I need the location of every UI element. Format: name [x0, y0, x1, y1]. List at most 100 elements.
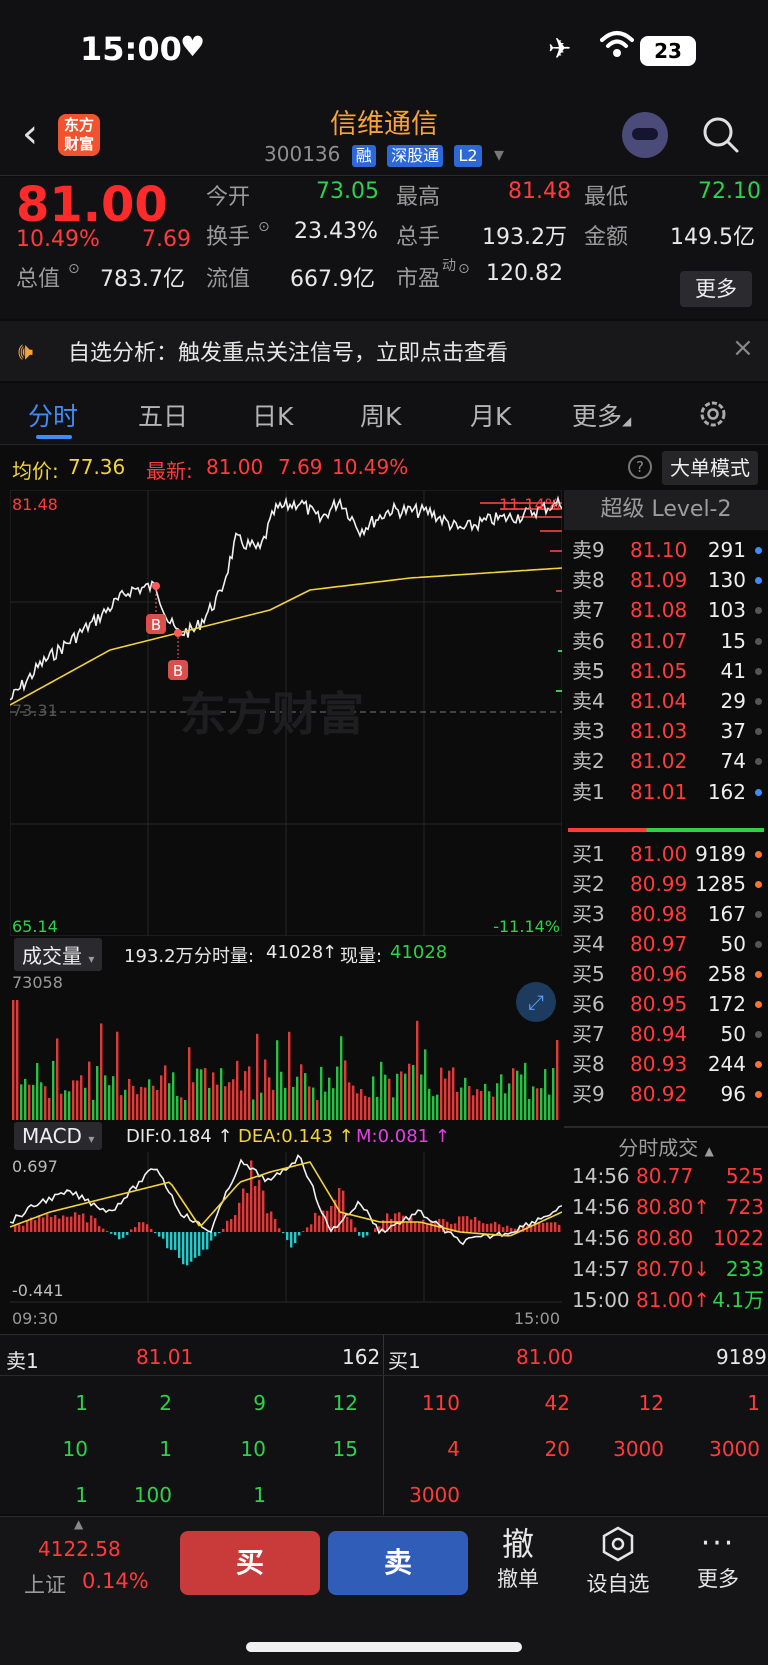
level-volume: 130 — [707, 568, 746, 593]
total-hand-label: 总手 — [396, 225, 441, 250]
notice-text[interactable]: 自选分析：触发重点关注信号，立即点击查看 — [68, 341, 509, 366]
tick-price: 80.80↑ — [636, 1195, 711, 1219]
tick-row: 14:56 80.80 1022 — [572, 1222, 768, 1254]
buy-signal-1[interactable]: B — [146, 582, 166, 634]
more-actions-button[interactable]: ··· 更多 — [678, 1525, 758, 1593]
sell-button[interactable]: 卖 — [328, 1531, 468, 1595]
search-icon[interactable] — [700, 114, 740, 154]
add-watchlist-button[interactable]: 设自选 — [578, 1525, 658, 1598]
level-volume: 41 — [720, 658, 746, 683]
big-order-mode-button[interactable]: 大单模式 — [662, 451, 758, 485]
buy-button[interactable]: 买 — [180, 1531, 320, 1595]
divider — [564, 1126, 768, 1128]
level-dot — [755, 911, 762, 918]
stock-code-row[interactable]: 300136 融 深股通 L2 ▾ — [0, 142, 768, 167]
cancel-order-button[interactable]: 撤 撤单 — [478, 1525, 558, 1593]
level-volume: 15 — [720, 628, 746, 653]
macd-y-min: -0.441 — [12, 1281, 64, 1300]
bid-level[interactable]: 买4 80.97 50 — [564, 928, 768, 960]
help-icon[interactable]: ? — [628, 455, 652, 479]
cancel-icon: 撤 — [501, 1525, 534, 1563]
assistant-robot-icon[interactable] — [622, 112, 668, 158]
badge-connect: 深股通 — [387, 144, 444, 167]
ask-level[interactable]: 卖7 81.08 103 — [564, 594, 768, 626]
volume-selector-label: 成交量 — [22, 944, 82, 968]
index-name[interactable]: 上证 — [24, 1573, 66, 1597]
index-value[interactable]: 4122.58 — [38, 1537, 121, 1561]
volume-chart[interactable]: 73058 ⤢ — [10, 968, 562, 1120]
queue-ask-cell: 1 — [75, 1483, 88, 1507]
ask-level[interactable]: 卖5 81.05 41 — [564, 655, 768, 687]
tab-daily-k[interactable]: 日K — [252, 402, 294, 431]
queue-bid-cell: 110 — [421, 1391, 460, 1415]
level-price: 80.98 — [630, 902, 688, 926]
level-volume: 258 — [707, 962, 746, 986]
level-label: 买9 — [572, 1082, 605, 1106]
bid-level[interactable]: 买3 80.98 167 — [564, 898, 768, 930]
tick-time: 14:56 — [572, 1164, 630, 1188]
gear-icon[interactable] — [696, 397, 730, 431]
bid-level[interactable]: 买5 80.96 258 — [564, 958, 768, 990]
back-icon[interactable]: ‹ — [22, 111, 38, 157]
index-pct[interactable]: 0.14% — [82, 1569, 149, 1593]
macd-chart[interactable]: 0.697 -0.441 09:30 15:00 — [10, 1152, 562, 1332]
tab-intraday[interactable]: 分时 — [28, 402, 79, 431]
tick-price: 80.70↓ — [636, 1257, 711, 1281]
level-label: 买4 — [572, 932, 605, 956]
bid-level[interactable]: 买6 80.95 172 — [564, 988, 768, 1020]
notice-banner[interactable]: 🕪 自选分析：触发重点关注信号，立即点击查看 × — [0, 321, 768, 381]
intraday-summary: 均价: 77.36 最新: 81.00 7.69 10.49% — [0, 449, 560, 483]
change-pct: 10.49% — [16, 227, 100, 252]
y-axis-bottom: 65.14 — [12, 917, 58, 936]
bid-level[interactable]: 买1 81.00 9189 — [564, 838, 768, 870]
info-icon[interactable]: ⊙ — [68, 261, 80, 277]
bid-level[interactable]: 买2 80.99 1285 — [564, 868, 768, 900]
level-volume: 9189 — [695, 842, 746, 866]
level-dot — [755, 1061, 762, 1068]
stock-name[interactable]: 信维通信 — [330, 109, 438, 140]
more-button[interactable]: 更多 — [680, 271, 752, 307]
level-label: 买3 — [572, 902, 605, 926]
mktcap-value: 783.7亿 — [100, 267, 185, 292]
level-dot — [755, 971, 762, 978]
tab-monthly-k[interactable]: 月K — [470, 402, 512, 431]
bid-level[interactable]: 买9 80.92 96 — [564, 1078, 768, 1110]
queue-ask-cell: 2 — [159, 1391, 172, 1415]
latest-pct: 10.49% — [332, 455, 409, 479]
ticks-title[interactable]: 分时成交 ▲ — [564, 1132, 768, 1161]
home-indicator[interactable] — [246, 1642, 522, 1652]
tab-weekly-k[interactable]: 周K — [360, 402, 402, 431]
buy-signal-2[interactable]: B — [168, 629, 188, 680]
queue-bid-cell: 20 — [544, 1437, 570, 1461]
volume-selector[interactable]: 成交量 ▾ — [14, 938, 103, 971]
close-icon[interactable]: × — [732, 333, 754, 363]
queue-bid-price: 81.00 — [516, 1345, 574, 1369]
bid-level[interactable]: 买8 80.93 244 — [564, 1048, 768, 1080]
indicator-selector[interactable]: MACD ▾ — [14, 1122, 103, 1150]
intraday-price-chart[interactable]: 东方财富 B B 81.48 73.31 65.14 11.14% -11.14… — [10, 490, 562, 936]
tab-more[interactable]: 更多◢ — [572, 397, 631, 433]
total-hand-value: 193.2万 — [482, 225, 567, 250]
queue-ask-cell: 1 — [159, 1437, 172, 1461]
volume-y-max: 73058 — [12, 973, 63, 992]
info-icon[interactable]: ⊙ — [258, 219, 270, 235]
ask-level[interactable]: 卖6 81.07 15 — [564, 625, 768, 657]
ask-level[interactable]: 卖3 81.03 37 — [564, 715, 768, 747]
ask-level[interactable]: 卖4 81.04 29 — [564, 685, 768, 717]
ask-level[interactable]: 卖1 81.01 162 — [564, 776, 768, 808]
ask-level[interactable]: 卖2 81.02 74 — [564, 745, 768, 777]
bid-ask-ratio-bar — [568, 828, 764, 832]
tab-five-day[interactable]: 五日 — [138, 402, 189, 431]
ask-level[interactable]: 卖9 81.10 291 — [564, 534, 768, 566]
last-price: 81.00 — [16, 177, 168, 233]
heart-icon: ♥ — [180, 30, 206, 63]
macd-m: M:0.081 ↑ — [356, 1126, 450, 1147]
bid-level[interactable]: 买7 80.94 50 — [564, 1018, 768, 1050]
queue-ask-cell: 1 — [253, 1483, 266, 1507]
info-icon[interactable]: ⊙ — [458, 261, 470, 277]
expand-button[interactable] — [516, 982, 556, 1022]
tick-row: 15:00 81.00↑ 4.1万 — [572, 1284, 768, 1316]
more-label: 更多 — [697, 1567, 739, 1591]
ask-level[interactable]: 卖8 81.09 130 — [564, 564, 768, 596]
latest-label: 最新: — [146, 459, 193, 483]
